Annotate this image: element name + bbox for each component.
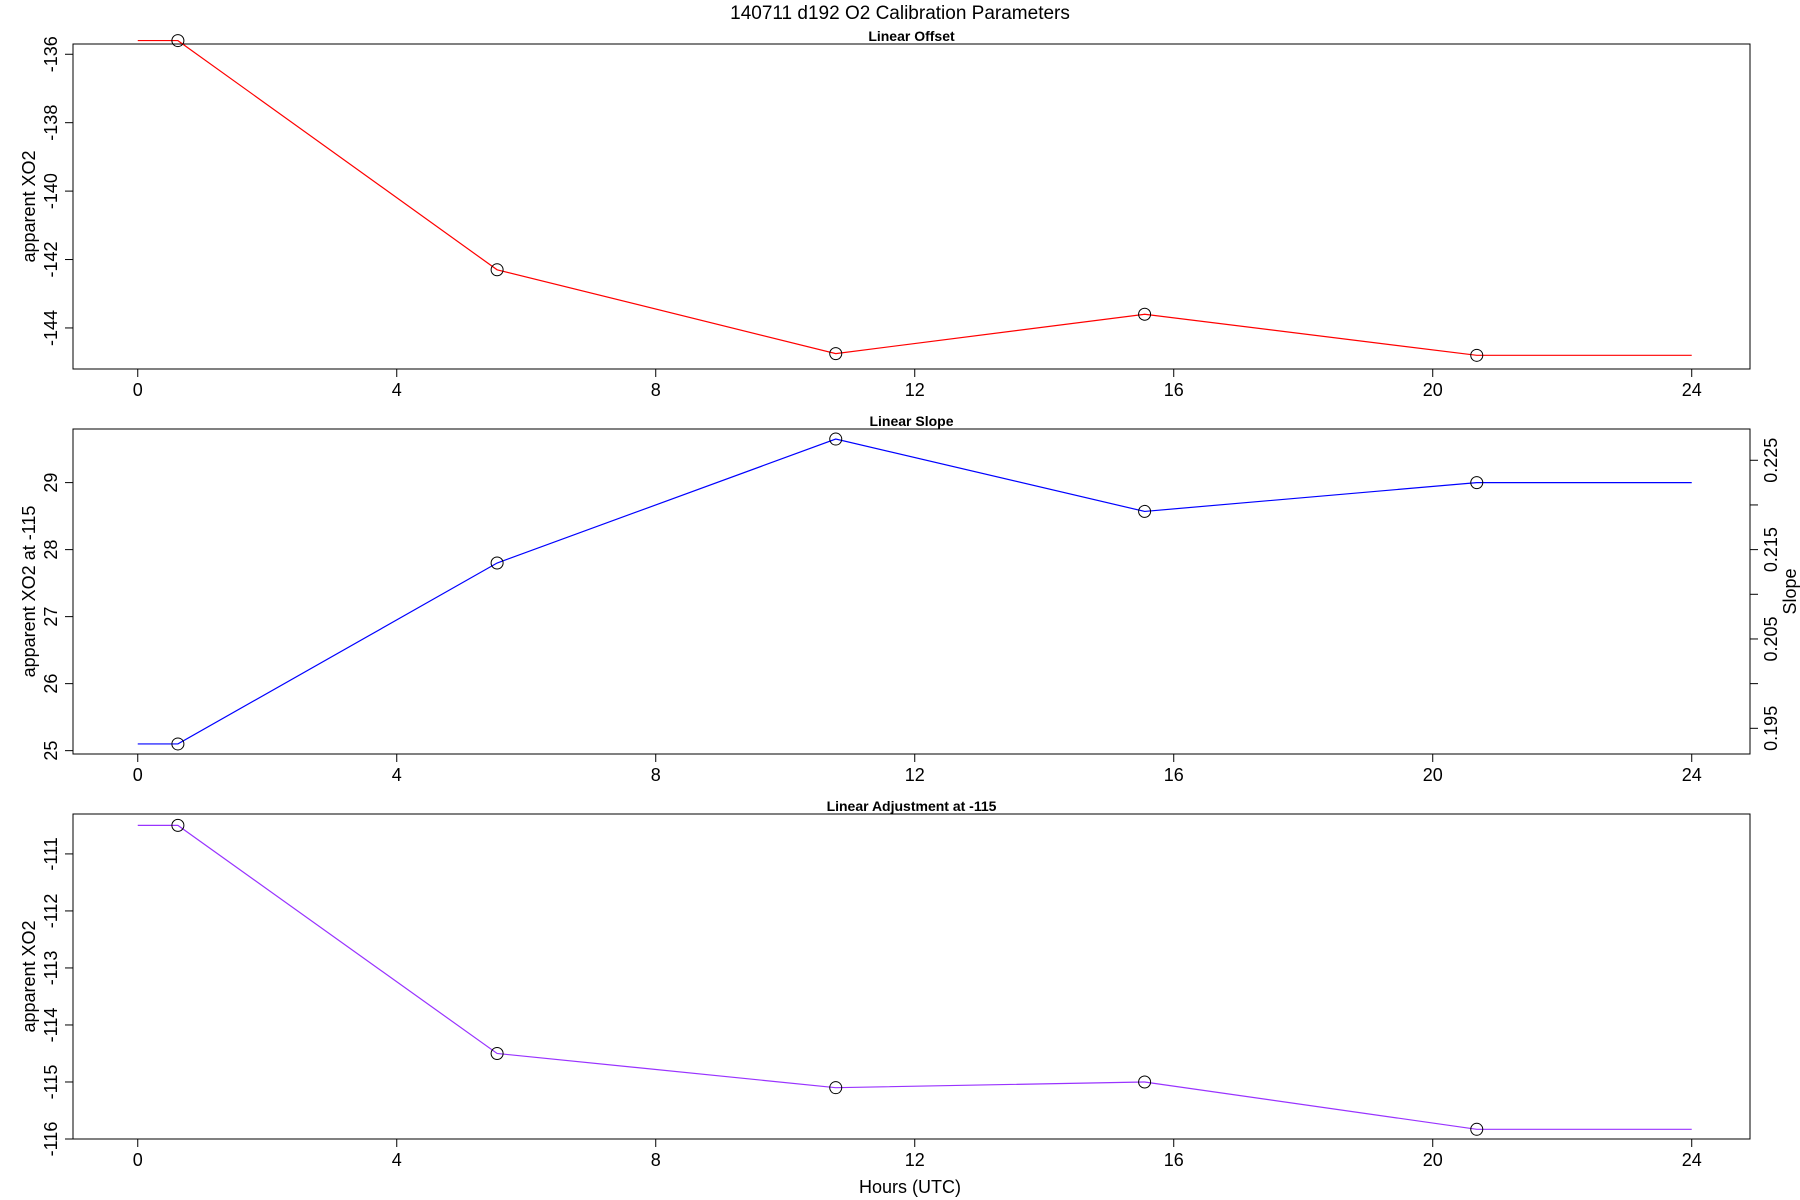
data-point bbox=[490, 1046, 504, 1060]
data-point bbox=[490, 556, 504, 570]
data-point bbox=[1470, 1122, 1484, 1136]
x-tick-label: 4 bbox=[392, 1150, 402, 1170]
data-point bbox=[1138, 504, 1152, 518]
data-point bbox=[1470, 476, 1484, 490]
x-tick-label: 16 bbox=[1164, 380, 1184, 400]
y-tick-label: -112 bbox=[41, 894, 61, 929]
x-tick-label: 12 bbox=[905, 380, 925, 400]
x-tick-label: 12 bbox=[905, 765, 925, 785]
x-tick-label: 8 bbox=[651, 1150, 661, 1170]
y-tick-label: -140 bbox=[41, 173, 61, 209]
y-tick-label: -111 bbox=[41, 837, 61, 870]
y-tick-label: 27 bbox=[41, 607, 61, 627]
data-point bbox=[829, 432, 843, 446]
y-tick-label: 26 bbox=[41, 674, 61, 694]
y2-tick-label: 0.225 bbox=[1761, 438, 1781, 483]
y2-axis-label: Slope bbox=[1780, 568, 1800, 614]
y-tick-label: 28 bbox=[41, 540, 61, 560]
y-tick-label: -113 bbox=[41, 951, 61, 986]
x-tick-label: 20 bbox=[1423, 765, 1443, 785]
y-tick-label: -115 bbox=[41, 1065, 61, 1100]
y-tick-label: -142 bbox=[41, 242, 61, 278]
figure-title: 140711 d192 O2 Calibration Parameters bbox=[730, 3, 1070, 24]
data-point bbox=[829, 1081, 843, 1095]
y-axis-label: apparent XO2 bbox=[19, 150, 39, 262]
x-tick-label: 20 bbox=[1423, 380, 1443, 400]
x-tick-label: 0 bbox=[133, 380, 143, 400]
y-tick-label: -138 bbox=[41, 105, 61, 141]
panel-title: Linear Offset bbox=[868, 28, 955, 44]
y2-tick-label: 0.205 bbox=[1761, 616, 1781, 661]
y-axis-label: apparent XO2 at -115 bbox=[19, 506, 39, 678]
panel-title: Linear Slope bbox=[869, 413, 953, 429]
data-point bbox=[171, 34, 185, 48]
panel-3: Linear Adjustment at -115 0 4 8 12 16 20 24 -116… bbox=[19, 798, 1751, 1170]
x-tick-label: 16 bbox=[1164, 765, 1184, 785]
data-point bbox=[171, 737, 185, 751]
y-tick-label: 25 bbox=[41, 741, 61, 761]
data-point bbox=[1138, 307, 1152, 321]
series-line bbox=[137, 438, 1692, 745]
y-tick-label: -144 bbox=[41, 310, 61, 346]
panel-title: Linear Adjustment at -115 bbox=[827, 798, 997, 814]
y2-tick-label: 0.215 bbox=[1761, 527, 1781, 572]
plot-frame bbox=[72, 813, 1751, 1140]
x-tick-label: 4 bbox=[392, 765, 402, 785]
panel-1: Linear Offset 0 4 8 12 16 20 24 -144 -142 -140 -138… bbox=[19, 28, 1751, 400]
x-tick-label: 16 bbox=[1164, 1150, 1184, 1170]
x-tick-label: 24 bbox=[1682, 380, 1702, 400]
data-point bbox=[171, 818, 185, 832]
x-tick-label: 24 bbox=[1682, 765, 1702, 785]
y-tick-label: -136 bbox=[41, 36, 61, 72]
x-tick-label: 8 bbox=[651, 765, 661, 785]
y-axis-label: apparent XO2 bbox=[19, 920, 39, 1032]
y-tick-label: -114 bbox=[41, 1008, 61, 1043]
x-tick-label: 8 bbox=[651, 380, 661, 400]
data-point bbox=[490, 263, 504, 277]
x-tick-label: 20 bbox=[1423, 1150, 1443, 1170]
panel-2: Linear Slope 0 4 8 12 16 20 24 25 26 27 28 29apparen… bbox=[19, 413, 1800, 785]
x-tick-label: 4 bbox=[392, 380, 402, 400]
panels: Linear Offset 0 4 8 12 16 20 24 -144 -142 -140 -138… bbox=[19, 28, 1800, 1170]
y2-tick-label: 0.195 bbox=[1761, 706, 1781, 751]
data-point bbox=[1470, 348, 1484, 362]
x-tick-label: 24 bbox=[1682, 1150, 1702, 1170]
plot-frame bbox=[72, 428, 1751, 755]
y-tick-label: 29 bbox=[41, 473, 61, 493]
x-tick-label: 12 bbox=[905, 1150, 925, 1170]
x-tick-label: 0 bbox=[133, 765, 143, 785]
x-tick-label: 0 bbox=[133, 1150, 143, 1170]
x-axis-label: Hours (UTC) bbox=[859, 1177, 961, 1197]
series-line bbox=[137, 824, 1692, 1130]
plot-frame bbox=[72, 43, 1751, 370]
data-point bbox=[1138, 1075, 1152, 1089]
y-tick-label: -116 bbox=[41, 1122, 61, 1157]
series-line bbox=[137, 39, 1692, 356]
data-point bbox=[829, 347, 843, 361]
